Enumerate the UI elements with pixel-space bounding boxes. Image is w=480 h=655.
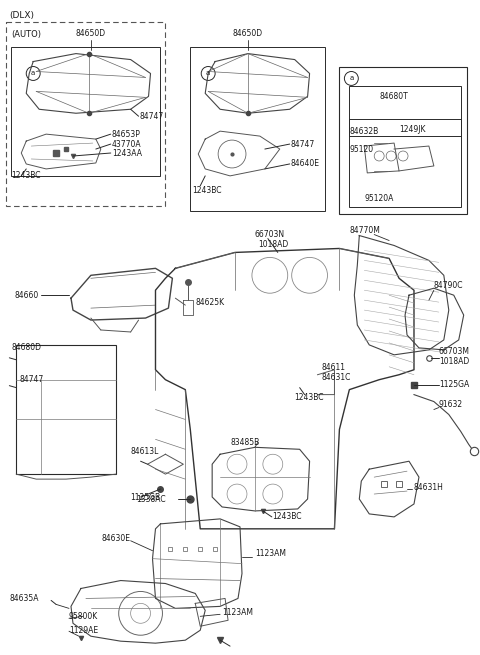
- Text: a: a: [349, 75, 353, 81]
- Text: (DLX): (DLX): [9, 11, 35, 20]
- Text: 84611: 84611: [322, 364, 346, 372]
- Text: 83485B: 83485B: [230, 438, 259, 447]
- Text: 84635A: 84635A: [9, 594, 39, 603]
- Bar: [349, 86, 461, 136]
- Text: 84747: 84747: [140, 112, 164, 121]
- Bar: [16, 345, 116, 474]
- Text: 84660: 84660: [15, 291, 39, 300]
- Text: 84631C: 84631C: [322, 373, 351, 383]
- Text: 95120A: 95120A: [364, 195, 394, 203]
- Text: 66703M: 66703M: [439, 347, 470, 356]
- Text: 84747: 84747: [291, 140, 315, 149]
- Text: 95120: 95120: [349, 145, 373, 153]
- Text: 84747: 84747: [19, 375, 44, 384]
- Bar: [12, 47, 160, 176]
- Text: 66703N: 66703N: [255, 230, 285, 239]
- Text: a: a: [31, 71, 36, 77]
- Bar: [6, 22, 166, 206]
- Text: 84650D: 84650D: [76, 29, 106, 38]
- Text: 84640E: 84640E: [291, 159, 320, 168]
- Text: 84680D: 84680D: [12, 343, 41, 352]
- Text: 1125GA: 1125GA: [439, 380, 469, 389]
- Text: 1243BC: 1243BC: [12, 172, 41, 180]
- Text: 1338AC: 1338AC: [136, 495, 166, 504]
- Text: a: a: [206, 71, 210, 77]
- Text: 1018AD: 1018AD: [258, 240, 288, 249]
- Text: 84613L: 84613L: [131, 447, 159, 456]
- Text: 1123AM: 1123AM: [255, 549, 286, 558]
- Text: 1243BC: 1243BC: [272, 512, 301, 521]
- Text: 84631H: 84631H: [414, 483, 444, 491]
- Text: 84625K: 84625K: [195, 297, 224, 307]
- Bar: [190, 47, 324, 211]
- Text: 84790C: 84790C: [434, 281, 463, 290]
- Text: 1018AD: 1018AD: [439, 357, 469, 366]
- Text: 91632: 91632: [439, 400, 463, 409]
- Text: 84632B: 84632B: [349, 126, 379, 136]
- Text: 1243BC: 1243BC: [192, 186, 222, 195]
- Text: (AUTO): (AUTO): [12, 30, 41, 39]
- Text: 1129AE: 1129AE: [69, 626, 98, 635]
- Text: 43770A: 43770A: [112, 140, 142, 149]
- Text: 1123AM: 1123AM: [222, 608, 253, 617]
- Text: 84680T: 84680T: [380, 92, 408, 101]
- Text: 84650D: 84650D: [233, 29, 263, 38]
- Text: 1249JK: 1249JK: [399, 124, 426, 134]
- Text: 95800K: 95800K: [69, 612, 98, 621]
- Text: 1243AA: 1243AA: [112, 149, 142, 157]
- Text: 84630E: 84630E: [102, 534, 131, 543]
- Text: 1125GB: 1125GB: [131, 493, 161, 502]
- Text: 84770M: 84770M: [349, 226, 380, 235]
- Text: 84653P: 84653P: [112, 130, 141, 139]
- Text: 1243BC: 1243BC: [295, 393, 324, 402]
- Bar: [339, 67, 467, 214]
- Bar: [349, 119, 461, 207]
